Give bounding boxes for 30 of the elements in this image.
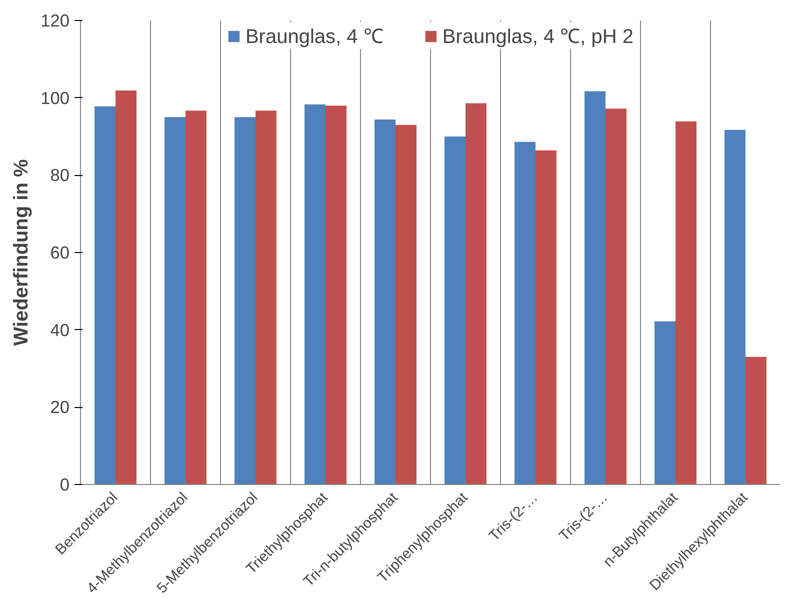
bar [164,117,186,484]
bar [304,104,326,484]
y-tick-label: 80 [50,165,70,186]
bar [606,108,626,484]
bar [514,142,536,484]
y-tick-label: 40 [50,320,70,340]
bar [396,124,416,484]
bar [584,91,606,484]
bar [94,106,116,484]
bar [444,136,466,484]
bar [256,110,276,484]
y-tick-label: 0 [60,474,70,494]
y-tick-label: 100 [40,88,70,108]
y-tick-label: 120 [40,10,70,30]
y-tick-label: 60 [50,242,70,262]
bar [116,90,136,484]
bar [536,150,556,484]
bar [654,321,676,484]
y-axis-title: Wiederfindung in % [10,159,33,346]
bar [466,103,486,484]
bar [724,130,746,484]
bar [234,117,256,484]
bar [676,121,696,484]
y-tick-label: 20 [50,397,70,418]
bar [186,110,206,484]
legend-label: Braunglas, 4 ℃, pH 2 [442,25,634,49]
bar [374,119,396,484]
legend-label: Braunglas, 4 ℃ [245,25,384,49]
bar [746,356,766,484]
bar [326,106,346,484]
